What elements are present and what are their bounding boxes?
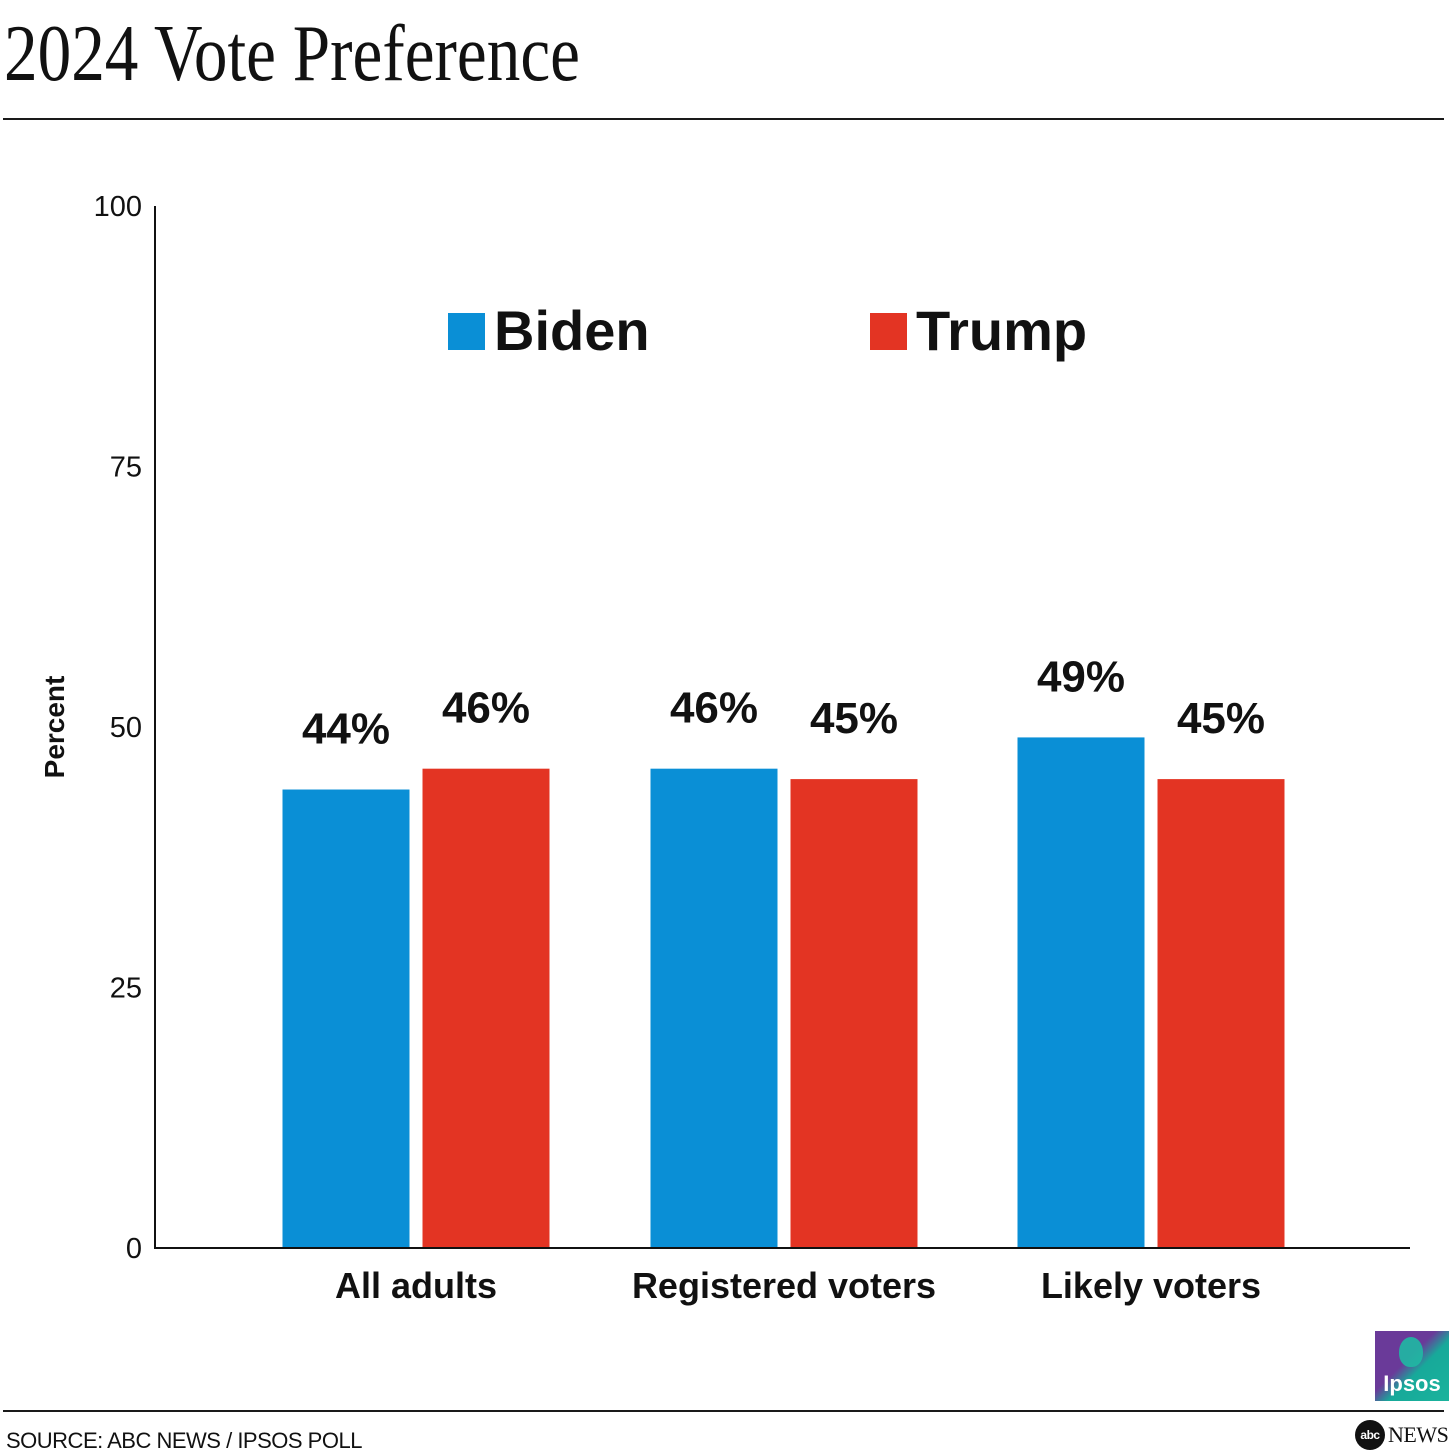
- data-label-trump: 46%: [442, 684, 530, 733]
- data-label-biden: 44%: [302, 705, 390, 754]
- y-tick-label: 75: [110, 452, 142, 484]
- legend-label-biden: Biden: [494, 299, 650, 362]
- x-category-label: All adults: [335, 1265, 497, 1306]
- footer-rule: [3, 1410, 1444, 1412]
- bars: [282, 737, 1285, 1248]
- abc-news-text: NEWS: [1388, 1422, 1449, 1447]
- legend-swatch-trump: [870, 313, 907, 350]
- ipsos-head-icon: [1399, 1337, 1423, 1367]
- bar-trump: [790, 779, 918, 1248]
- x-category-label: Registered voters: [632, 1265, 936, 1306]
- y-tick-label: 25: [110, 973, 142, 1005]
- abc-disc-icon: abc: [1355, 1420, 1385, 1450]
- bar-chart: 0 25 50 75 100 Percent 44% 46% 46% 45% 49% 45% Al…: [39, 191, 1410, 1306]
- value-labels: 44% 46% 46% 45% 49% 45%: [302, 652, 1265, 753]
- y-tick-label: 50: [110, 712, 142, 744]
- y-axis-ticks: 0 25 50 75 100: [94, 191, 142, 1265]
- data-label-trump: 45%: [810, 694, 898, 743]
- chart-title: 2024 Vote Preference: [4, 10, 580, 98]
- y-tick-label: 0: [126, 1233, 142, 1265]
- data-label-biden: 46%: [670, 684, 758, 733]
- x-axis-categories: All adults Registered voters Likely voters: [335, 1265, 1261, 1306]
- ipsos-logo: Ipsos: [1375, 1331, 1449, 1401]
- bar-biden: [282, 789, 410, 1248]
- legend-label-trump: Trump: [916, 299, 1087, 362]
- y-axis-title: Percent: [39, 676, 70, 779]
- bar-trump: [1157, 779, 1285, 1248]
- abc-news-logo: abc NEWS: [1355, 1420, 1449, 1450]
- legend: Biden Trump: [448, 299, 1087, 362]
- legend-swatch-biden: [448, 313, 485, 350]
- data-label-biden: 49%: [1037, 652, 1125, 701]
- ipsos-logo-text: Ipsos: [1383, 1371, 1441, 1396]
- bar-biden: [650, 768, 778, 1248]
- y-tick-label: 100: [94, 191, 142, 223]
- bar-trump: [422, 768, 550, 1248]
- bar-biden: [1017, 737, 1145, 1248]
- data-label-trump: 45%: [1177, 694, 1265, 743]
- x-category-label: Likely voters: [1041, 1265, 1261, 1306]
- source-note: SOURCE: ABC NEWS / IPSOS POLL: [6, 1428, 362, 1453]
- header-rule: [3, 118, 1444, 120]
